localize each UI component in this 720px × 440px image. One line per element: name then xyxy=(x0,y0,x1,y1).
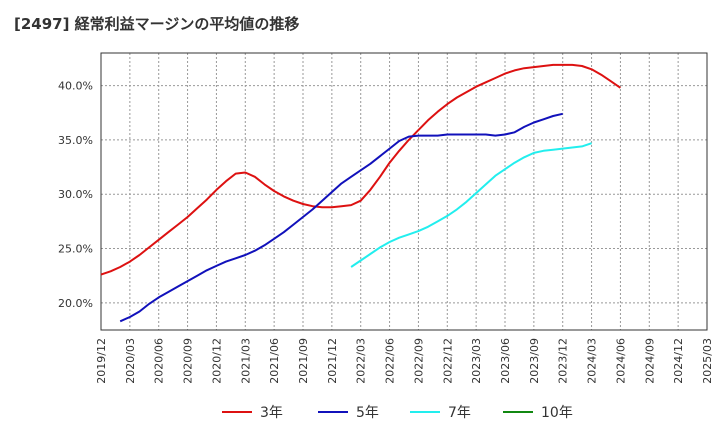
series-line-7年 xyxy=(350,142,592,268)
x-tick-label: 2024/06 xyxy=(614,338,627,384)
legend-swatch xyxy=(410,411,440,413)
legend-item: 7年 xyxy=(410,402,471,422)
x-tick-label: 2024/09 xyxy=(643,338,656,384)
x-tick-label: 2021/06 xyxy=(268,338,281,384)
legend-label: 5年 xyxy=(356,405,379,421)
legend-item: 5年 xyxy=(318,402,379,422)
plot-area xyxy=(100,52,708,331)
grid-lines xyxy=(100,53,708,330)
y-tick-label: 25.0% xyxy=(58,243,93,256)
series-lines xyxy=(100,63,621,323)
x-tick-label: 2021/09 xyxy=(297,338,310,384)
series-line-3年 xyxy=(100,63,621,276)
x-tick-label: 2023/12 xyxy=(557,338,570,384)
x-tick-label: 2020/09 xyxy=(182,338,195,384)
x-tick-label: 2020/06 xyxy=(153,338,166,384)
legend-label: 7年 xyxy=(448,405,471,421)
x-tick-label: 2022/06 xyxy=(384,338,397,384)
x-tick-label: 2023/03 xyxy=(470,338,483,384)
y-tick-label: 40.0% xyxy=(58,80,93,93)
x-tick-label: 2025/03 xyxy=(701,338,714,384)
chart-legend: 3年 5年 7年 10年 xyxy=(0,402,720,426)
legend-swatch xyxy=(222,411,252,413)
legend-swatch xyxy=(318,411,348,413)
legend-swatch xyxy=(503,411,533,413)
x-tick-label: 2019/12 xyxy=(95,338,108,384)
x-tick-label: 2024/12 xyxy=(672,338,685,384)
y-tick-label: 20.0% xyxy=(58,297,93,310)
legend-item: 10年 xyxy=(503,402,573,422)
legend-label: 3年 xyxy=(260,405,283,421)
y-tick-label: 30.0% xyxy=(58,188,93,201)
x-tick-label: 2022/09 xyxy=(412,338,425,384)
x-tick-label: 2020/12 xyxy=(210,338,223,384)
x-tick-label: 2022/12 xyxy=(441,338,454,384)
series-line-5年 xyxy=(119,112,563,323)
x-tick-label: 2021/03 xyxy=(239,338,252,384)
y-tick-label: 35.0% xyxy=(58,134,93,147)
y-axis-ticks: 20.0% 25.0% 30.0% 35.0% 40.0% xyxy=(58,80,93,310)
x-tick-label: 2023/09 xyxy=(528,338,541,384)
legend-item: 3年 xyxy=(222,402,283,422)
legend-label: 10年 xyxy=(541,405,573,421)
x-tick-label: 2020/03 xyxy=(124,338,137,384)
x-tick-label: 2021/12 xyxy=(326,338,339,384)
x-axis-ticks: 2019/12 2020/03 2020/06 2020/09 2020/12 2021/… xyxy=(95,338,714,384)
x-tick-label: 2022/03 xyxy=(355,338,368,384)
chart-title: [2497] 経常利益マージンの平均値の推移 xyxy=(14,15,300,33)
x-tick-label: 2023/06 xyxy=(499,338,512,384)
x-tick-label: 2024/03 xyxy=(586,338,599,384)
